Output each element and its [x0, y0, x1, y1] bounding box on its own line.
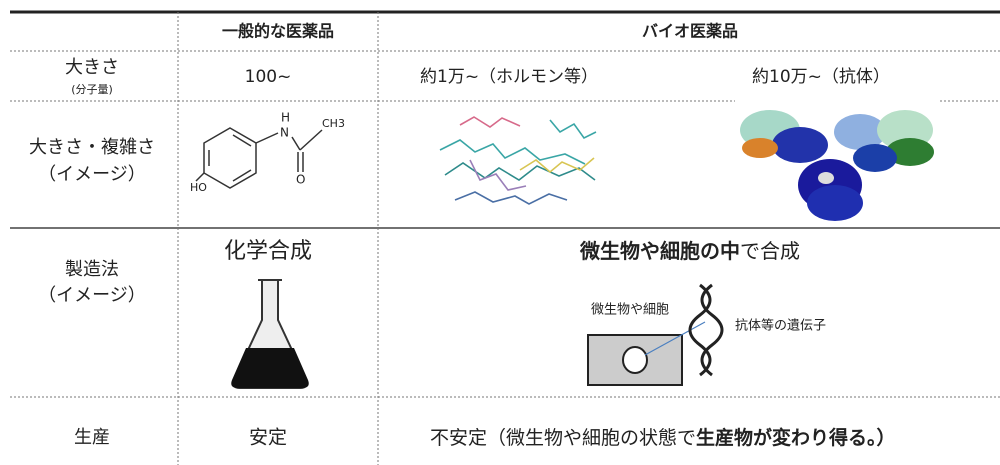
bond [255, 132, 279, 144]
cell-text: 100~ [245, 67, 292, 87]
bold-text: 生産物が変わり得る。） [696, 426, 896, 449]
row-sublabel: （イメージ） [38, 164, 146, 185]
row-sublabel: (分子量) [71, 83, 113, 96]
strand [519, 157, 595, 174]
chemical-structure [195, 127, 323, 189]
bond [291, 136, 301, 151]
row-label: 生産 [74, 427, 110, 448]
cell-text: 約1万~（ホルモン等） [420, 67, 598, 87]
strand [439, 139, 586, 165]
domain [807, 185, 863, 221]
strand [454, 191, 568, 205]
dna-helix [688, 283, 724, 377]
domain [853, 144, 897, 172]
protein-image [439, 116, 597, 205]
row-label: 大きさ・複雑さ [29, 137, 155, 158]
domain [886, 138, 934, 166]
strand [459, 116, 521, 128]
bond [299, 129, 323, 151]
strand [700, 283, 724, 377]
diagram-label: 抗体等の遺伝子 [735, 318, 826, 334]
strand [688, 283, 712, 377]
text: 不安定（微生物や細胞の状態で [430, 427, 696, 449]
atom-label: O [296, 173, 305, 187]
header-bio: バイオ医薬品 [642, 22, 738, 41]
atom-label: N [280, 126, 289, 140]
bond [232, 169, 252, 182]
cell-text: 不安定（微生物や細胞の状態で生産物が変わり得る。） [430, 426, 896, 449]
pointer [644, 321, 706, 356]
row-label: 大きさ [65, 57, 119, 78]
diagram-label: 微生物や細胞 [591, 303, 669, 318]
cell-text: 化学合成 [224, 239, 312, 264]
bond [232, 134, 252, 147]
row-sublabel: （イメージ） [38, 285, 146, 306]
atom-label: HO [190, 181, 207, 194]
flask-liquid [231, 348, 309, 388]
strand [444, 162, 596, 181]
text: で合成 [740, 239, 800, 263]
header-general: 一般的な医薬品 [222, 22, 334, 41]
bond [195, 172, 205, 182]
domain [834, 114, 886, 150]
strand [549, 119, 597, 140]
row-label: 製造法 [65, 259, 119, 280]
domain [742, 138, 778, 158]
glycan [818, 172, 834, 184]
strand [469, 159, 527, 191]
benzene-ring [203, 127, 257, 189]
flask [231, 279, 309, 389]
antibody-image [740, 110, 934, 221]
domain [772, 127, 828, 163]
nucleus [622, 346, 648, 374]
cell-text: 約10万~（抗体） [752, 67, 890, 87]
cell-text: 安定 [249, 427, 287, 449]
bold-text: 微生物や細胞の中 [579, 239, 740, 263]
cell-heading: 微生物や細胞の中で合成 [579, 239, 800, 263]
atom-label: CH3 [322, 117, 345, 130]
atom-label: H [281, 111, 290, 125]
